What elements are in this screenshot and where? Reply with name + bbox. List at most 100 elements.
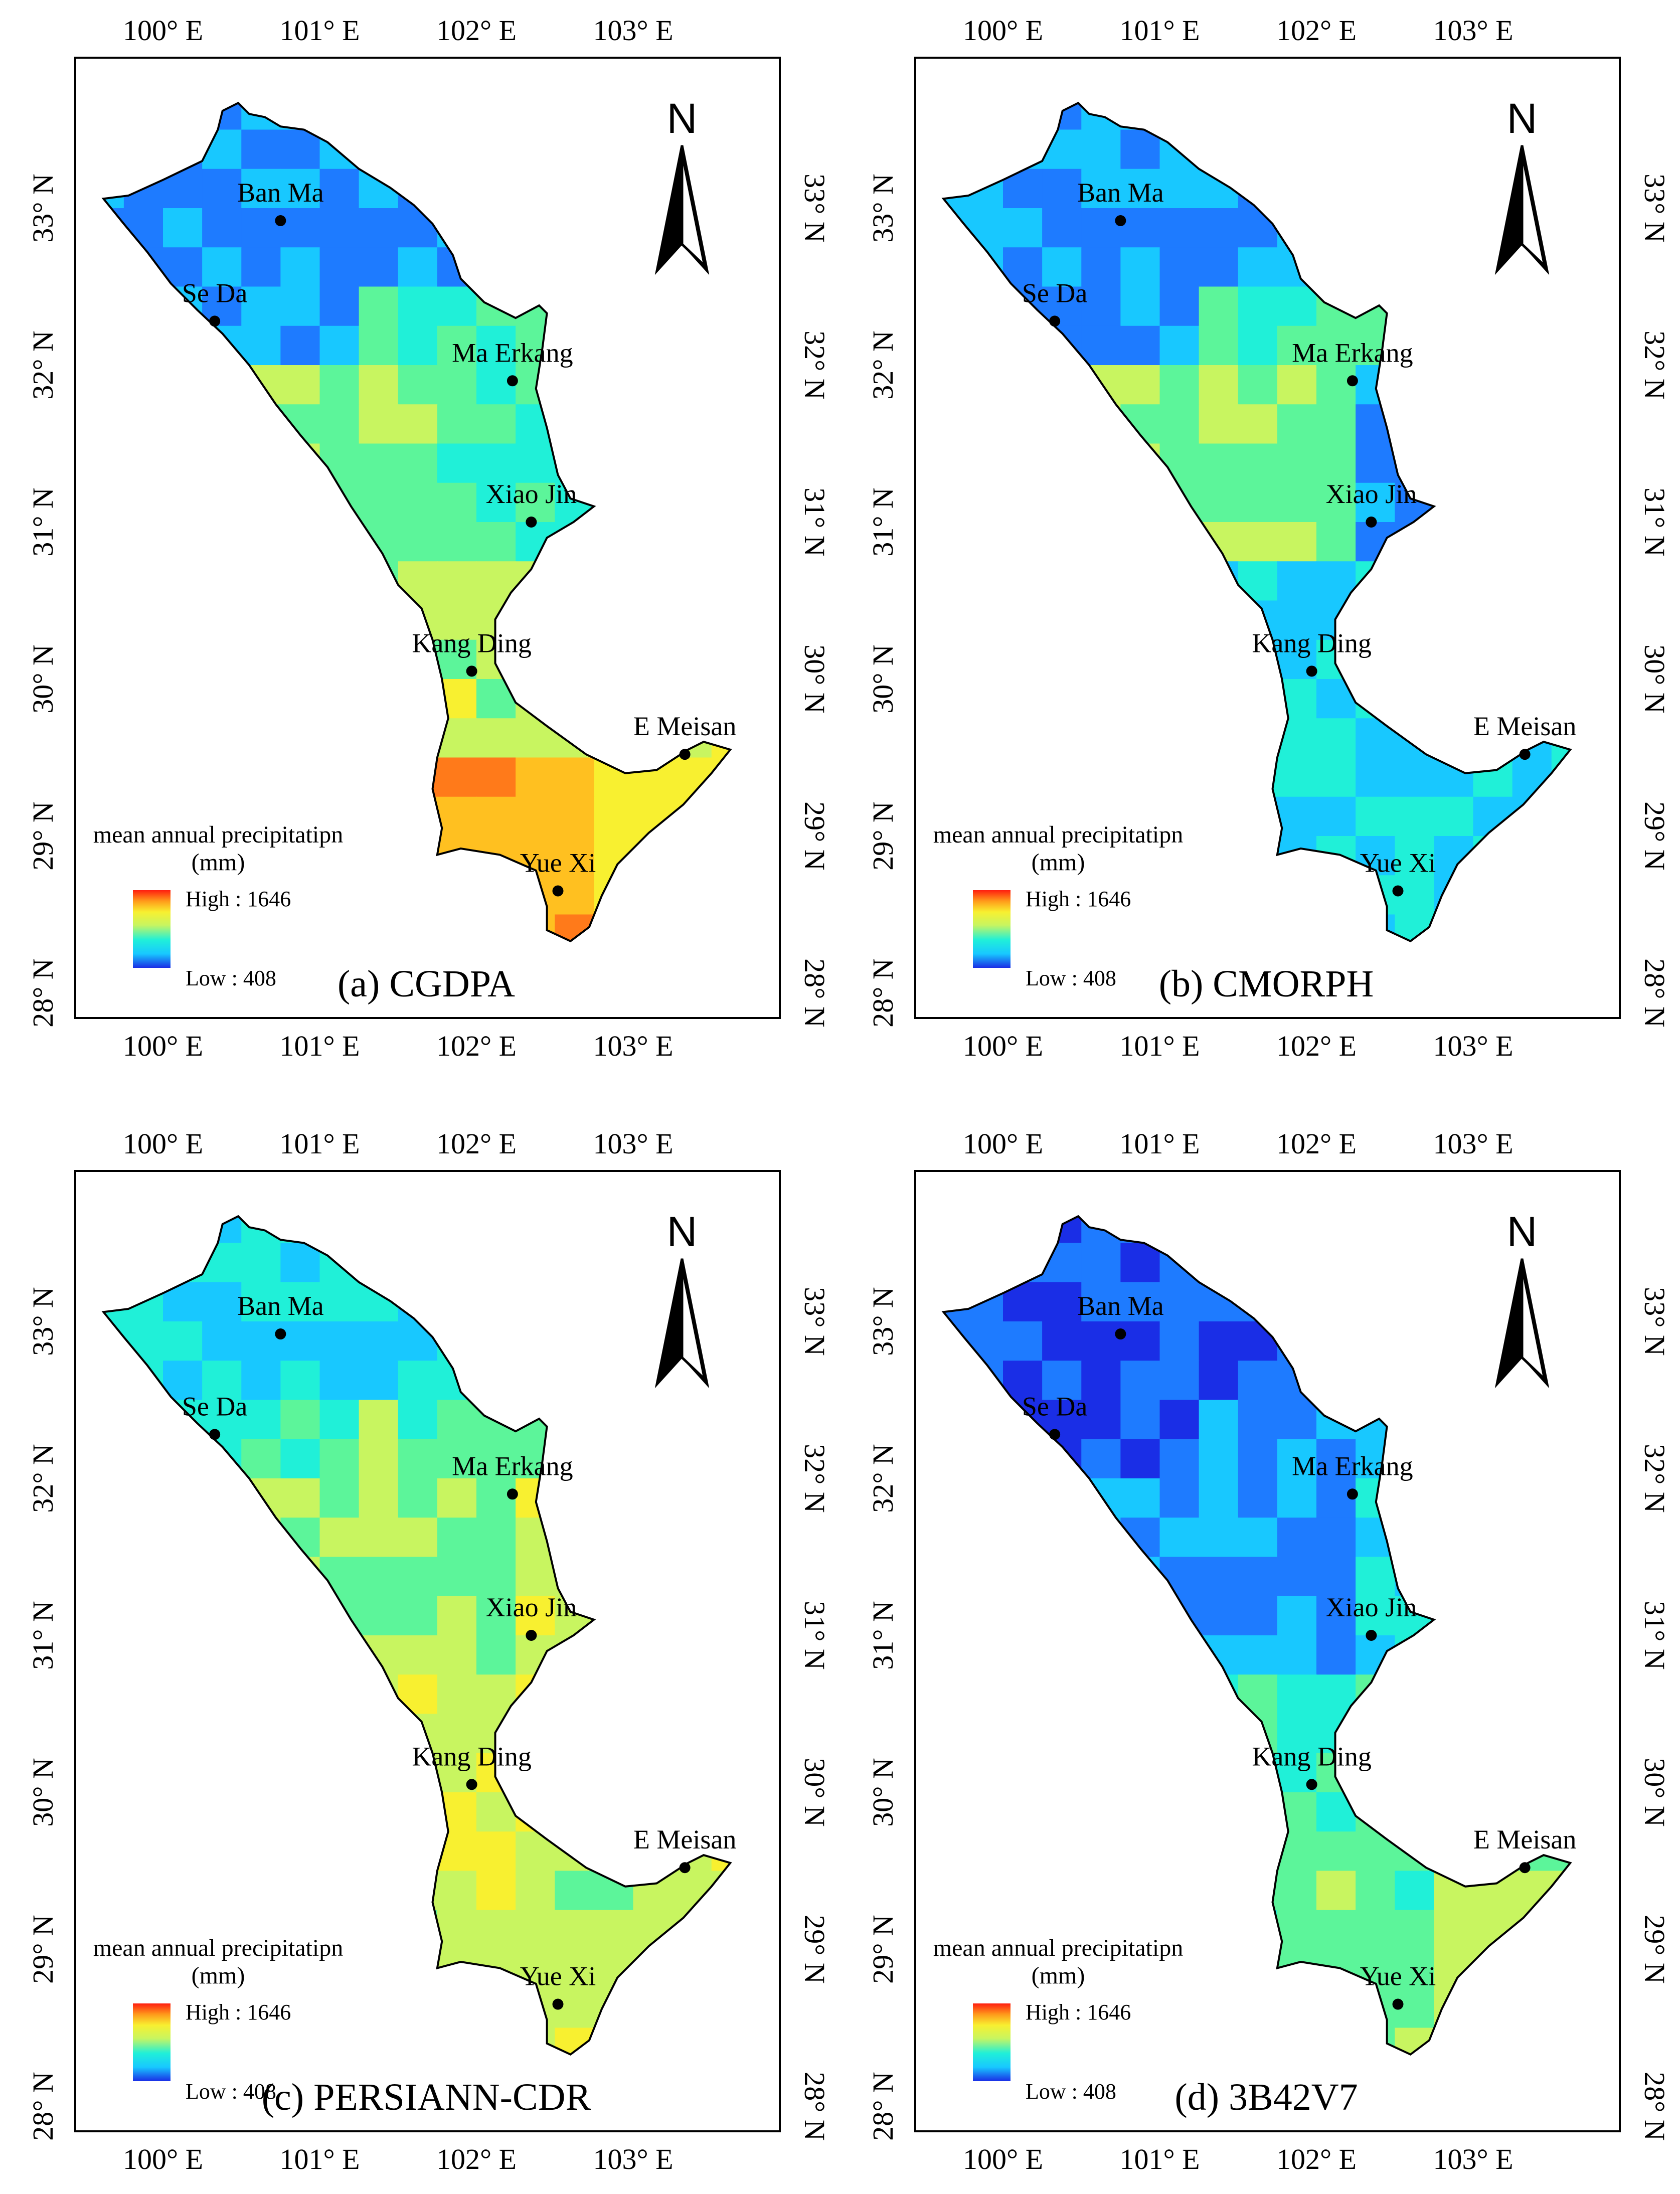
- raster-cell: [1316, 325, 1357, 366]
- raster-cell: [241, 286, 281, 326]
- raster-cell: [359, 325, 399, 366]
- north-arrow-half-icon: [1521, 152, 1547, 270]
- legend-high: High : 1646: [1026, 887, 1131, 911]
- raster-cell: [202, 1361, 242, 1401]
- raster-cell: [1120, 1361, 1160, 1401]
- latitude-tick-label: 28° N: [27, 2072, 59, 2141]
- longitude-tick-label: 103° E: [593, 1127, 673, 1160]
- raster-cell: [398, 482, 438, 523]
- raster-cell: [241, 208, 281, 248]
- raster-cell: [1003, 1321, 1043, 1362]
- raster-cell: [1395, 1949, 1435, 1989]
- raster-cell: [398, 1361, 438, 1401]
- raster-cell: [319, 404, 360, 444]
- raster-cell: [1199, 1321, 1239, 1362]
- panel-c: Ban Ma Se Da Ma Erkang Xiao Jin Kang Ding E M…: [27, 1127, 831, 2175]
- raster-cell: [280, 325, 320, 366]
- latitude-tick-label: 33° N: [798, 174, 831, 243]
- station-point: [275, 1328, 286, 1340]
- station-point: [1366, 1630, 1377, 1641]
- station-point: [466, 665, 477, 677]
- latitude-tick-label: 31° N: [867, 1601, 899, 1670]
- latitude-tick-label: 33° N: [798, 1287, 831, 1356]
- raster-cell: [1081, 1243, 1121, 1283]
- raster-cell: [437, 1439, 477, 1479]
- longitude-tick-label: 103° E: [1433, 14, 1513, 47]
- raster-cell: [1316, 443, 1357, 483]
- latitude-tick-label: 32° N: [867, 1444, 899, 1513]
- raster-cell: [202, 208, 242, 248]
- longitude-tick-label: 101° E: [279, 1127, 360, 1160]
- raster-cell: [202, 168, 242, 209]
- raster-cell: [476, 1517, 517, 1558]
- station-point: [1306, 665, 1317, 677]
- station-label: Kang Ding: [1252, 628, 1371, 658]
- longitude-tick-label: 101° E: [279, 2143, 360, 2175]
- raster-cell: [1199, 1400, 1239, 1440]
- raster-cell: [1081, 1282, 1121, 1322]
- raster-cell: [280, 365, 320, 405]
- raster-cell: [437, 286, 477, 326]
- raster-cell: [241, 129, 281, 170]
- raster-cell: [1199, 1517, 1239, 1558]
- raster-cell: [476, 1635, 517, 1675]
- latitude-tick-label: 29° N: [798, 801, 831, 871]
- station-label: Ban Ma: [237, 1291, 324, 1321]
- station-point: [552, 1998, 564, 2010]
- raster-cell: [1238, 1517, 1278, 1558]
- raster-cell: [398, 404, 438, 444]
- panel-a: Ban Ma Se Da Ma Erkang Xiao Jin Kang Ding E M…: [27, 14, 831, 1062]
- raster-cell: [476, 482, 517, 523]
- raster-cell: [437, 757, 477, 797]
- raster-cell: [1199, 247, 1239, 287]
- raster-cell: [437, 1517, 477, 1558]
- raster-cell: [398, 522, 438, 562]
- station-point: [466, 1779, 477, 1790]
- raster-cell: [202, 247, 242, 287]
- latitude-tick-label: 33° N: [867, 1287, 899, 1356]
- raster-cell: [359, 1400, 399, 1440]
- raster-cell: [1120, 247, 1160, 287]
- raster-cell: [1277, 1478, 1317, 1518]
- raster-cell: [319, 286, 360, 326]
- graticule-labels: 100° E 100° E 101° E 101° E 102° E 102° E 103°…: [27, 1127, 831, 2175]
- raster-cell: [1356, 443, 1396, 483]
- raster-cell: [398, 325, 438, 366]
- station-label: E Meisan: [633, 711, 736, 741]
- longitude-tick-label: 100° E: [963, 1127, 1043, 1160]
- raster-cell: [1238, 1439, 1278, 1479]
- station-point: [1347, 1488, 1358, 1500]
- legend: mean annual precipitatipn (mm) High : 16…: [933, 821, 1183, 990]
- raster-cell: [1277, 1910, 1317, 1950]
- raster-cell: [1081, 1321, 1121, 1362]
- latitude-tick-label: 33° N: [1638, 1287, 1671, 1356]
- raster-cell: [1316, 1635, 1357, 1675]
- raster-cell: [1199, 443, 1239, 483]
- raster-cell: [1277, 1635, 1317, 1675]
- stations-layer: Ban Ma Se Da Ma Erkang Xiao Jin Kang Ding E M…: [1022, 1291, 1576, 2010]
- raster-cell: [1199, 286, 1239, 326]
- raster-cell: [359, 1478, 399, 1518]
- station-point: [526, 517, 537, 528]
- raster-cell: [437, 443, 477, 483]
- raster-cell: [1434, 796, 1474, 836]
- raster-cell: [1120, 1282, 1160, 1322]
- raster-cell: [1277, 1557, 1317, 1597]
- raster-cell: [1081, 286, 1121, 326]
- raster-cell: [280, 1282, 320, 1322]
- station-label: Xiao Jin: [1326, 479, 1417, 509]
- raster-cell: [1081, 1361, 1121, 1401]
- legend: mean annual precipitatipn (mm) High : 16…: [933, 1935, 1183, 2104]
- raster-cell: [280, 168, 320, 209]
- raster-cell: [1159, 208, 1200, 248]
- station-point: [1347, 375, 1358, 387]
- raster-cell: [1316, 718, 1357, 758]
- raster-cell: [1042, 208, 1082, 248]
- raster-cell: [280, 1439, 320, 1479]
- raster-cell: [1277, 561, 1317, 601]
- basin-boundary: [101, 101, 732, 943]
- latitude-tick-label: 29° N: [27, 801, 59, 871]
- raster-cell: [437, 1674, 477, 1715]
- station-point: [526, 1630, 537, 1641]
- raster-cell: [319, 168, 360, 209]
